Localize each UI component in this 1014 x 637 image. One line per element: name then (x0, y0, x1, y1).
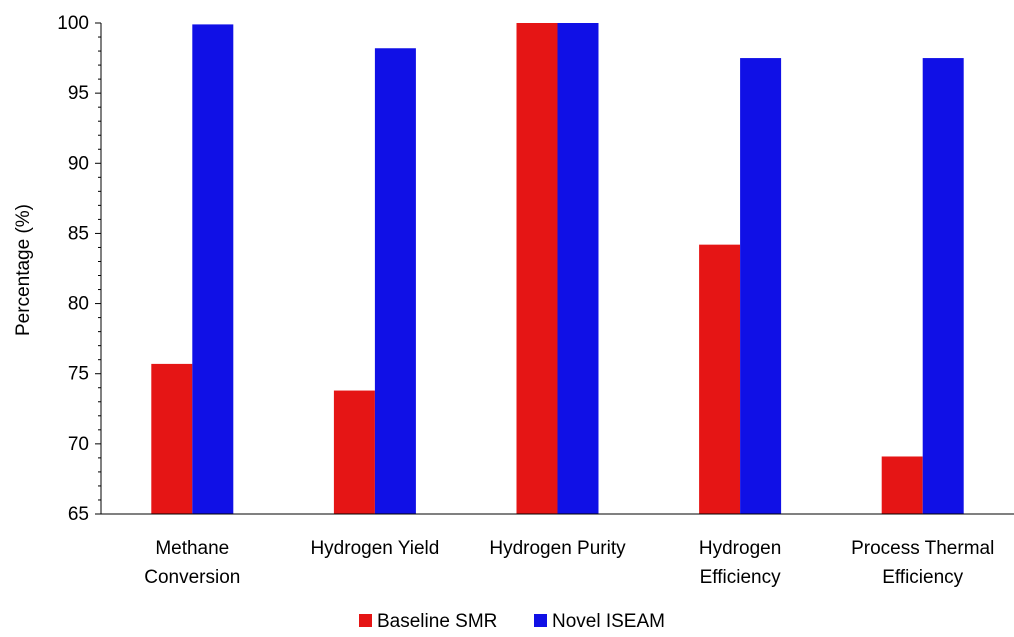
y-tick-label: 70 (68, 434, 89, 455)
x-category-label: Process Thermal Efficiency (851, 538, 994, 588)
bar-baseline-1 (333, 390, 375, 514)
bar-baseline-2 (516, 23, 558, 514)
axes-layer (100, 23, 1014, 515)
legend-label: Novel ISEAM (552, 611, 665, 632)
bar-baseline-3 (699, 244, 741, 514)
x-category-label: Methane Conversion (144, 538, 240, 588)
bar-novel-0 (192, 24, 234, 514)
x-category-label: Hydrogen Yield (310, 538, 439, 559)
bar-baseline-0 (151, 363, 193, 514)
x-category-label: Hydrogen Purity (489, 538, 626, 559)
y-tick-label: 80 (68, 294, 89, 315)
legend: Baseline SMR Novel ISEAM (359, 611, 665, 632)
legend-swatch (534, 614, 547, 627)
bar-novel-1 (374, 48, 416, 514)
bar-novel-2 (557, 23, 599, 514)
bars-layer (151, 23, 964, 514)
legend-label: Baseline SMR (377, 611, 497, 632)
bar-baseline-4 (881, 456, 923, 514)
y-tick-label: 75 (68, 364, 89, 385)
y-tick-label: 95 (68, 83, 89, 104)
y-tick-label: 85 (68, 223, 89, 244)
bar-novel-3 (740, 58, 782, 514)
bar-novel-4 (922, 58, 964, 514)
legend-swatch (359, 614, 372, 627)
y-tick-label: 90 (68, 153, 89, 174)
y-tick-label: 100 (57, 13, 89, 34)
x-category-labels: Methane Conversion Hydrogen Yield Hydrogen … (144, 538, 994, 588)
y-tick-label: 65 (68, 504, 89, 525)
x-category-label: Hydrogen Efficiency (699, 538, 781, 588)
y-ticks-layer: 65 70 75 80 85 90 95 100 (57, 13, 101, 525)
y-axis-title: Percentage (%) (13, 204, 34, 336)
